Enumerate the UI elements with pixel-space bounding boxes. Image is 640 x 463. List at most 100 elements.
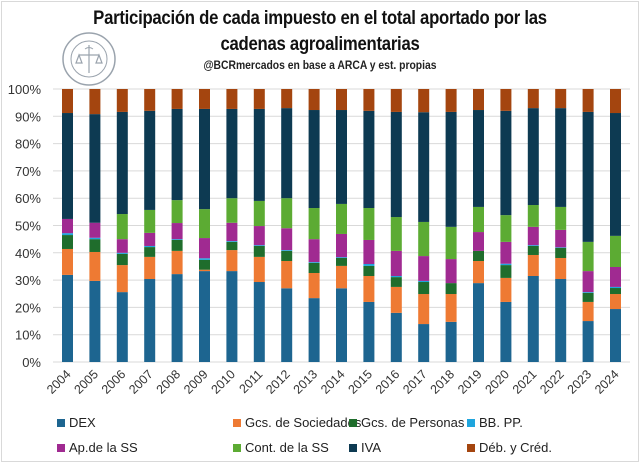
bar-segment-bb-pp (116, 252, 128, 254)
bar-segment-gcs-de-personas (390, 277, 402, 287)
bar-segment-gcs-de-personas (308, 262, 320, 274)
bar-segment-iva (610, 113, 621, 236)
legend-label: Ap.de la SS (69, 440, 138, 455)
bar-segment-iva (199, 108, 210, 210)
bar-segment-bb-pp (390, 276, 402, 278)
bar-segment-dex (555, 279, 567, 362)
x-tick-label: 2023 (565, 367, 595, 397)
legend-label: DEX (69, 415, 96, 430)
x-tick-label: 2009 (181, 367, 211, 397)
bar-segment-gcs-de-personas (171, 239, 183, 251)
bar-segment-gcs-de-personas (582, 292, 594, 302)
bar-segment-d-b-y-cr-d (336, 89, 347, 111)
bar-segment-bb-pp (418, 280, 430, 283)
bar-segment-iva (89, 114, 101, 223)
x-tick-label: 2021 (510, 367, 540, 397)
bar-segment-bb-pp (281, 250, 293, 251)
legend-item: Gcs. de Personas (349, 415, 464, 430)
bar-segment-gcs-de-sociedades (610, 294, 621, 310)
bar-segment-ap-de-la-ss (336, 233, 347, 258)
legend-label: Déb. y Créd. (479, 440, 552, 455)
bar-segment-ap-de-la-ss (445, 259, 457, 284)
legend-item: Cont. de la SS (233, 440, 329, 455)
y-tick-label: 80% (15, 137, 41, 152)
bar-segment-bb-pp (308, 262, 320, 263)
legend-item: Déb. y Créd. (467, 440, 552, 455)
bar-segment-cont-de-la-ss (610, 235, 621, 267)
bar-segment-d-b-y-cr-d (62, 89, 73, 114)
x-tick-label: 2007 (126, 367, 156, 397)
bar-segment-cont-de-la-ss (445, 226, 457, 260)
bar-segment-d-b-y-cr-d (144, 89, 156, 111)
bar-segment-iva (418, 112, 430, 222)
legend-swatch (233, 443, 241, 452)
bar-segment-cont-de-la-ss (144, 209, 156, 233)
bar-segment-iva (363, 110, 375, 209)
bar-segment-gcs-de-sociedades (199, 269, 210, 272)
bar-segment-gcs-de-personas (445, 283, 457, 295)
bar-segment-dex (336, 288, 347, 362)
bar-segment-gcs-de-sociedades (418, 294, 430, 325)
bar-segment-ap-de-la-ss (527, 226, 539, 246)
bar-segment-gcs-de-sociedades (144, 256, 156, 280)
bar-segment-iva (62, 113, 73, 219)
bar-segment-d-b-y-cr-d (363, 89, 375, 111)
bar-segment-dex (171, 274, 183, 362)
bar-segment-gcs-de-personas (336, 257, 347, 266)
legend-item: DEX (57, 415, 96, 430)
x-tick-label: 2022 (537, 367, 567, 397)
bar-segment-bb-pp (555, 247, 567, 248)
bar-segment-bb-pp (199, 258, 210, 260)
bar-segment-dex (281, 288, 293, 362)
bar-segment-iva (116, 111, 128, 215)
bar-segment-gcs-de-personas (527, 245, 539, 255)
bar-segment-cont-de-la-ss (281, 198, 293, 229)
bar-segment-dex (62, 274, 73, 362)
bar-segment-d-b-y-cr-d (610, 89, 621, 114)
bar-segment-dex (144, 279, 156, 362)
bar-segment-iva (144, 110, 156, 210)
y-tick-label: 90% (15, 109, 41, 124)
y-tick-label: 100% (8, 82, 42, 97)
bar-segment-d-b-y-cr-d (418, 89, 430, 113)
legend-label: Gcs. de Sociedades (245, 415, 362, 430)
bar-segment-dex (89, 280, 101, 362)
y-tick-label: 10% (15, 328, 41, 343)
bar-segment-gcs-de-personas (89, 239, 101, 252)
bar-segment-iva (226, 108, 238, 199)
bar-segment-bb-pp (171, 239, 183, 240)
bar-segment-d-b-y-cr-d (527, 89, 539, 109)
bar-segment-ap-de-la-ss (89, 222, 101, 238)
bar-segment-ap-de-la-ss (308, 239, 320, 263)
chart-subtitle: @BCRmercados en base a ARCA y est. propi… (203, 60, 437, 72)
legend-label: Gcs. de Personas (361, 415, 465, 430)
bar-segment-gcs-de-sociedades (226, 250, 238, 272)
bar-segment-d-b-y-cr-d (555, 89, 567, 109)
bar-segment-ap-de-la-ss (473, 232, 484, 251)
bar-segment-d-b-y-cr-d (171, 89, 183, 109)
bar-segment-cont-de-la-ss (418, 221, 430, 257)
x-tick-label: 2014 (318, 367, 348, 397)
bar-segment-iva (281, 108, 293, 199)
bar-segment-d-b-y-cr-d (253, 89, 265, 109)
bar-segment-ap-de-la-ss (582, 271, 594, 293)
bar-segment-dex (610, 309, 621, 362)
bar-segment-gcs-de-personas (199, 259, 210, 270)
bar-segment-dex (363, 301, 375, 362)
bar-segment-iva (336, 110, 347, 204)
bar-segment-d-b-y-cr-d (390, 89, 402, 112)
bar-segment-gcs-de-personas (610, 288, 621, 295)
bcr-seal-logo-icon (62, 32, 116, 86)
bar-segment-d-b-y-cr-d (445, 89, 457, 112)
bar-segment-ap-de-la-ss (144, 232, 156, 246)
bar-segment-gcs-de-sociedades (89, 251, 101, 281)
bar-segment-gcs-de-sociedades (555, 257, 567, 280)
bar-segment-d-b-y-cr-d (308, 89, 320, 111)
bar-segment-gcs-de-sociedades (445, 294, 457, 322)
bar-segment-gcs-de-sociedades (582, 301, 594, 322)
bar-segment-gcs-de-personas (473, 250, 484, 261)
bar-segment-bb-pp (363, 263, 375, 266)
legend-swatch (349, 443, 357, 452)
bar-segment-bb-pp (89, 237, 101, 240)
bar-segment-ap-de-la-ss (281, 228, 293, 251)
